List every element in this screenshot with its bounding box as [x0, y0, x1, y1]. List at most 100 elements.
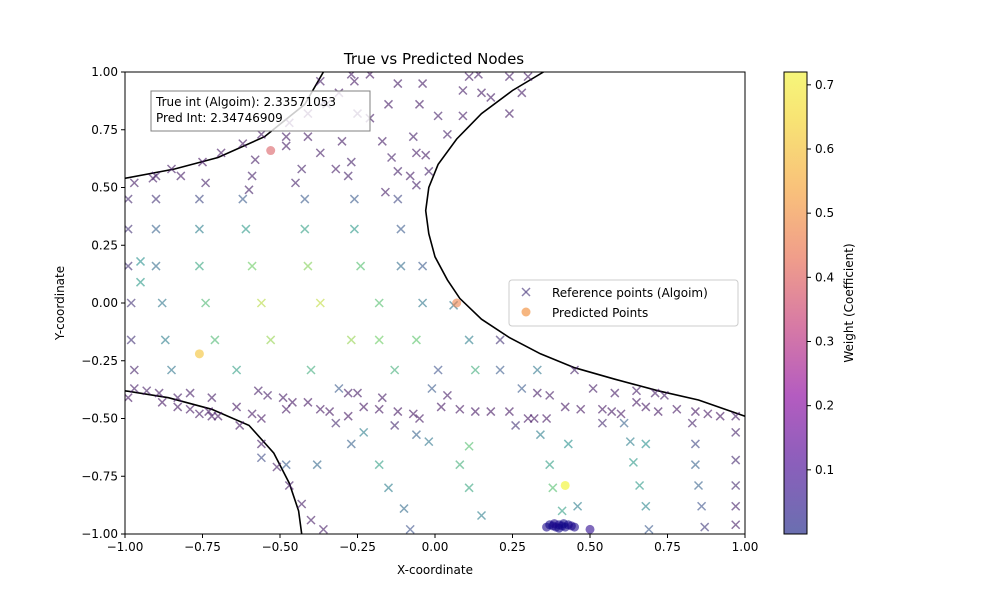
reference-point — [731, 501, 741, 511]
x-tick-label: 1.00 — [732, 540, 759, 554]
reference-point — [455, 404, 465, 414]
reference-point — [569, 365, 580, 375]
reference-point — [641, 501, 651, 511]
reference-point — [297, 164, 307, 174]
reference-point — [129, 365, 139, 375]
annotation-box: True int (Algoim): 2.33571053 Pred Int: … — [150, 90, 371, 132]
legend-marker-reference — [521, 287, 531, 297]
reference-point — [476, 510, 487, 521]
reference-point — [390, 420, 400, 430]
reference-point — [365, 72, 375, 79]
reference-point — [359, 402, 369, 412]
colorbar-tick-label: 0.5 — [815, 206, 834, 220]
predicted-points-layer — [194, 146, 595, 534]
reference-point — [495, 365, 505, 375]
reference-point — [411, 180, 421, 190]
reference-point — [464, 335, 474, 345]
reference-point — [641, 439, 651, 449]
reference-point — [628, 457, 638, 467]
reference-point — [424, 437, 434, 447]
predicted-point — [194, 349, 204, 359]
reference-point — [207, 411, 217, 421]
reference-point — [405, 524, 415, 534]
reference-point — [297, 499, 307, 509]
reference-point — [393, 166, 403, 176]
reference-point — [408, 132, 418, 142]
reference-point — [715, 411, 725, 421]
predicted-point — [266, 146, 276, 156]
reference-point — [545, 460, 555, 470]
reference-point — [650, 388, 660, 398]
reference-point — [529, 413, 539, 424]
reference-point — [256, 413, 266, 424]
reference-point — [486, 407, 496, 417]
colorbar-tick-label: 0.7 — [815, 78, 834, 92]
reference-point — [151, 224, 161, 234]
reference-point — [548, 483, 558, 493]
reference-point — [241, 224, 251, 234]
reference-point — [142, 386, 152, 396]
reference-point — [185, 388, 195, 398]
reference-point — [455, 460, 465, 470]
reference-point — [287, 397, 297, 407]
reference-point — [616, 409, 626, 419]
reference-point — [173, 402, 183, 412]
y-tick-label: −0.25 — [81, 354, 118, 368]
reference-point — [238, 139, 248, 149]
reference-point — [349, 76, 359, 86]
reference-point — [731, 411, 741, 421]
reference-point — [693, 480, 704, 491]
reference-point — [390, 365, 400, 375]
annotation-line-true: True int (Algoim): 2.33571053 — [155, 95, 336, 109]
reference-point — [253, 386, 263, 396]
reference-point — [532, 388, 542, 398]
reference-point — [424, 166, 434, 176]
legend-marker-predicted — [521, 307, 531, 317]
reference-point — [473, 72, 483, 79]
reference-point — [418, 261, 428, 271]
legend-label-predicted: Predicted Points — [552, 306, 648, 320]
reference-point — [690, 439, 700, 449]
y-tick-label: −1.00 — [81, 527, 118, 541]
reference-point — [306, 515, 316, 525]
x-tick-label: 0.25 — [499, 540, 526, 554]
reference-point — [393, 194, 403, 204]
reference-point — [504, 109, 514, 119]
reference-point — [359, 427, 369, 437]
reference-point — [151, 194, 161, 204]
reference-point — [607, 407, 617, 417]
reference-point — [194, 409, 204, 419]
reference-point — [160, 335, 170, 345]
reference-point — [337, 136, 347, 146]
reference-point — [653, 407, 663, 417]
reference-point — [486, 92, 496, 102]
reference-point — [197, 157, 208, 167]
reference-point — [306, 365, 316, 375]
reference-point — [374, 335, 384, 345]
reference-point — [343, 411, 353, 421]
reference-point — [380, 187, 390, 197]
reference-point — [194, 261, 204, 271]
reference-point — [377, 136, 387, 146]
reference-point — [631, 386, 642, 396]
reference-point — [411, 148, 421, 158]
reference-point — [517, 383, 527, 394]
reference-point — [560, 402, 570, 412]
reference-point — [173, 393, 183, 403]
reference-point — [346, 72, 356, 79]
reference-point — [349, 194, 359, 204]
reference-point — [731, 427, 741, 437]
reference-point — [383, 483, 394, 493]
colorbar-tick-label: 0.4 — [815, 270, 834, 284]
y-axis-label: Y-coordinate — [53, 266, 67, 341]
reference-point — [303, 397, 313, 407]
reference-point — [325, 407, 335, 417]
reference-point — [176, 171, 186, 181]
reference-point — [210, 335, 220, 345]
reference-point — [201, 178, 211, 188]
reference-point — [464, 483, 474, 493]
reference-point — [151, 171, 161, 181]
reference-point — [433, 111, 443, 121]
reference-point — [247, 171, 257, 181]
